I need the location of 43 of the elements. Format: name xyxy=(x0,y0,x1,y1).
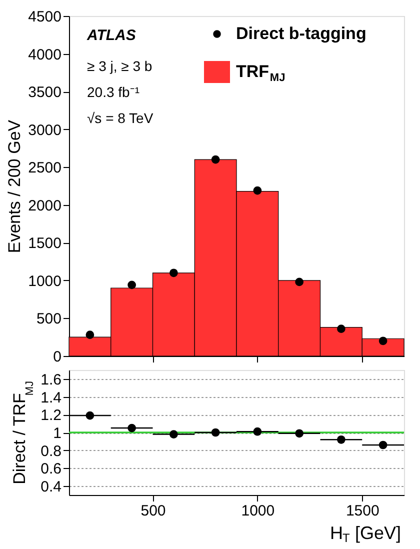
point xyxy=(170,430,178,438)
y-axis-title: Direct / TRFMJ xyxy=(10,380,36,484)
y-tick-label: 4500 xyxy=(28,8,62,26)
annotation: 20.3 fb⁻¹ xyxy=(87,84,140,100)
point xyxy=(211,428,220,437)
point xyxy=(337,435,346,444)
annotation: ≥ 3 j, ≥ 3 b xyxy=(87,58,152,74)
y-tick-label: 1.2 xyxy=(40,407,62,424)
y-axis-title: Events / 200 GeV xyxy=(5,119,24,254)
point xyxy=(253,427,262,436)
y-tick-label: 1 xyxy=(53,425,62,442)
y-tick-label: 4000 xyxy=(28,46,62,64)
point xyxy=(170,268,178,278)
x-tick-label: 1500 xyxy=(346,502,380,520)
x-tick-label: 500 xyxy=(140,502,166,520)
point xyxy=(378,336,388,346)
point xyxy=(128,280,136,290)
y-tick-label: 3500 xyxy=(28,84,62,102)
point xyxy=(128,424,136,432)
point xyxy=(337,324,346,333)
annotation: √s = 8 TeV xyxy=(87,110,154,126)
y-tick-label: 0 xyxy=(53,348,62,366)
y-tick-label: 3000 xyxy=(28,122,62,139)
y-tick-label: 0.4 xyxy=(40,478,62,496)
x-tick-label: 1000 xyxy=(241,502,275,520)
y-tick-label: 0.8 xyxy=(40,442,62,460)
y-tick-label: 500 xyxy=(36,310,62,328)
y-tick-label: 1000 xyxy=(28,272,62,290)
legend-label: Direct b-tagging xyxy=(236,24,366,43)
point xyxy=(378,440,388,450)
annotation: ATLAS xyxy=(86,27,136,44)
point xyxy=(295,429,304,438)
y-tick-label: 2500 xyxy=(28,160,62,177)
y-tick-label: 0.6 xyxy=(40,460,62,478)
point xyxy=(253,186,262,195)
y-tick-label: 1500 xyxy=(28,235,62,252)
y-tick-label: 1.6 xyxy=(40,371,62,388)
point xyxy=(295,278,304,286)
y-tick-label: 1.4 xyxy=(40,389,62,406)
point xyxy=(211,155,220,164)
point xyxy=(86,330,94,340)
y-tick-label: 2000 xyxy=(28,197,62,214)
point xyxy=(86,411,94,420)
